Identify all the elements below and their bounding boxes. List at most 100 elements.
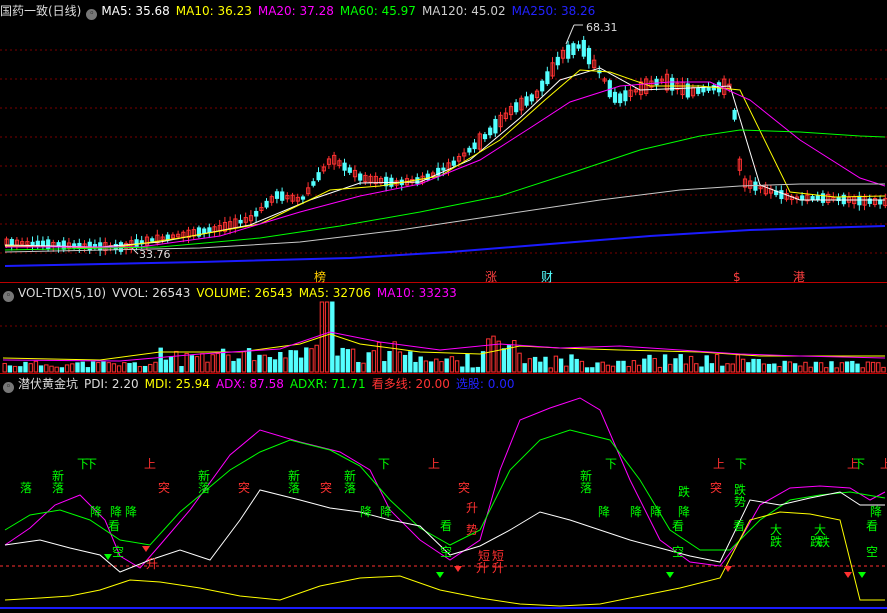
settings-dot-icon[interactable]: ◦ [86,9,98,20]
ma20-label: MA20: 37.28 [257,4,334,18]
candle-body [150,238,155,242]
candle-body [316,172,321,181]
volume-bar [694,363,699,373]
signal-glyph: 突 [158,480,170,495]
candle-body [540,80,545,92]
candle-body [451,160,456,166]
signal-glyph: 下 [735,457,747,471]
volume-bar [558,358,564,373]
ma20-line [5,81,886,248]
volume-bar [475,366,481,373]
volume-bar [168,356,174,373]
candle-body [285,195,290,200]
volume-bar [18,366,23,373]
candle-body [836,197,841,202]
signal-glyph: 新 [52,468,64,483]
volume-bar [163,359,169,373]
volume-bar [865,361,871,373]
candle-body [805,194,810,202]
volume-bar [376,341,382,373]
volume-bar [158,347,163,373]
volume-bar [777,366,782,373]
volume-bar [730,363,735,373]
candle-body [61,240,66,250]
volume-label: VOLUME: 26543 [196,286,293,300]
adxr-label: ADXR: 71.71 [289,377,366,391]
candle-body [20,241,25,245]
signal-glyph: 突 [710,480,722,495]
volume-bar [267,357,273,373]
vol-ma5-line [2,333,885,361]
candle-body [841,194,846,205]
volume-bar [33,360,39,373]
volume-bar [283,357,288,373]
candle-body [243,217,248,223]
volume-bar [496,340,501,373]
volume-bar [782,360,787,373]
volume-bar [553,355,559,373]
volume-bar [179,366,184,373]
candle-body [238,219,243,224]
volume-bar [148,363,153,373]
volume-bar [699,366,704,373]
signal-glyph: 升 [146,557,158,571]
signal-glyph: 跌 [810,534,822,549]
volume-bar [574,358,579,373]
candle-body [612,91,618,103]
candle-body [269,196,274,203]
vol-ma10-label: MA10: 33233 [376,286,457,300]
volume-bar [642,358,647,373]
volume-bar [746,362,751,373]
candle-body [306,187,311,195]
volume-bar [392,341,397,373]
volume-bar [735,354,741,373]
volume-bar [584,367,590,373]
volume-bar [486,338,491,373]
volume-bar [548,367,553,373]
panel-divider [0,373,887,374]
candle-body [581,39,586,57]
settings-dot-icon[interactable]: ◦ [3,291,14,302]
ma5-line [4,67,885,248]
pdi-label: PDI: 2.20 [84,377,139,391]
candle-body [748,180,753,189]
volume-bar [241,351,247,373]
event-marker: 涨 [485,269,497,284]
candle-body [857,195,862,206]
signal-glyph: 升 [476,561,488,575]
volume-bar [80,361,85,373]
candle-body [332,154,337,165]
candle-body [358,173,363,181]
volume-bar [610,365,616,373]
candle-body [202,228,207,234]
signal-glyph: 新 [288,468,300,483]
volume-bar [605,364,611,373]
signal-text: 下下上下上下上下上下 上突突突突突落落落落落落新新新新新降降降降降降降降降降看看看… [20,457,887,578]
volume-bar [808,366,813,373]
candle-body [30,241,35,246]
signal-glyph: 看 [440,519,452,533]
volume-bar [818,362,824,373]
candle-body [259,206,264,212]
volume-bar [408,351,413,373]
candle-body [701,86,706,93]
volume-bar [12,365,18,373]
ma60-label: MA60: 45.97 [339,4,416,18]
settings-dot-icon[interactable]: ◦ [3,382,14,393]
candle-body [560,49,566,59]
candle-body [644,78,649,94]
volume-bar [350,348,356,373]
signal-glyph: 势 [466,523,478,537]
volume-bar [288,350,293,373]
candle-body [514,102,519,113]
candle-body [493,118,498,134]
volume-bar [361,362,366,373]
signal-glyph: 突 [238,480,250,495]
candle-body [160,236,165,240]
volume-bar [564,365,569,373]
volume-bar [636,364,642,373]
volume-bar [184,352,189,373]
event-marker: 港 [793,270,805,284]
signal-glyph: 降 [360,505,372,519]
